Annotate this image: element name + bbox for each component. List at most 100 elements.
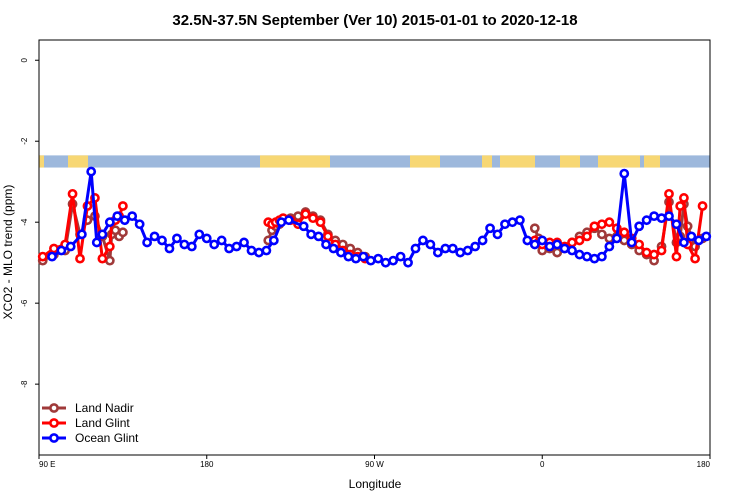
point-land-glint	[641, 247, 652, 258]
legend-label: Land Nadir	[75, 401, 134, 415]
point-land-nadir	[596, 229, 607, 240]
point-ocean-glint	[634, 221, 645, 232]
point-land-nadir	[552, 247, 563, 258]
legend-item-land-glint: Land Glint	[42, 416, 130, 430]
point-ocean-glint	[440, 243, 451, 254]
point-land-nadir	[529, 223, 540, 234]
ocean-strip	[39, 155, 710, 168]
point-ocean-glint	[104, 217, 115, 228]
point-ocean-glint	[701, 231, 712, 242]
land-patch	[39, 155, 44, 168]
point-land-glint	[574, 235, 585, 246]
point-ocean-glint	[373, 253, 384, 264]
point-ocean-glint	[447, 243, 458, 254]
x-tick-label: 90 W	[365, 460, 384, 469]
x-tick-label: 0	[540, 460, 545, 469]
point-ocean-glint	[686, 231, 697, 242]
land-ocean-strip	[39, 155, 710, 168]
legend-marker	[49, 418, 59, 428]
legend-label: Ocean Glint	[75, 431, 139, 445]
point-ocean-glint	[582, 251, 592, 262]
point-ocean-glint	[254, 247, 264, 258]
land-patch	[598, 155, 640, 168]
point-ocean-glint	[224, 243, 235, 254]
point-ocean-glint	[514, 215, 525, 226]
point-land-glint	[49, 243, 59, 254]
point-land-glint	[582, 231, 592, 242]
point-ocean-glint	[522, 235, 533, 246]
land-patch	[500, 155, 535, 168]
land-patch	[644, 155, 660, 168]
point-ocean-glint	[283, 215, 294, 226]
point-ocean-glint	[492, 229, 503, 240]
point-land-glint	[589, 221, 600, 232]
point-ocean-glint	[679, 237, 689, 248]
point-ocean-glint	[186, 241, 197, 252]
point-ocean-glint	[149, 231, 160, 242]
y-tick-label: -8	[20, 380, 29, 388]
point-ocean-glint	[172, 233, 182, 244]
point-ocean-glint	[321, 239, 331, 250]
point-ocean-glint	[306, 229, 317, 240]
point-ocean-glint	[201, 233, 212, 244]
land-patch	[68, 155, 88, 168]
point-ocean-glint	[231, 241, 242, 252]
point-land-glint	[697, 201, 708, 211]
series-layer	[37, 166, 712, 268]
point-land-glint	[671, 251, 682, 262]
point-ocean-glint	[336, 247, 346, 258]
point-land-glint	[675, 201, 686, 211]
point-ocean-glint	[559, 243, 570, 254]
point-land-glint	[649, 249, 659, 260]
point-ocean-glint	[268, 235, 279, 246]
x-axis-label: Longitude	[349, 477, 402, 491]
point-ocean-glint	[216, 235, 227, 246]
point-ocean-glint	[537, 235, 548, 246]
point-ocean-glint	[127, 211, 138, 222]
point-ocean-glint	[134, 219, 145, 230]
point-ocean-glint	[261, 245, 272, 256]
axes: 0 -2 -4 -6 -8 90 E 180 90 W 0 180	[20, 39, 711, 469]
point-ocean-glint	[462, 245, 473, 256]
point-ocean-glint	[157, 235, 167, 246]
point-ocean-glint	[91, 237, 102, 248]
point-ocean-glint	[194, 229, 205, 240]
point-ocean-glint	[470, 241, 481, 252]
point-ocean-glint	[65, 241, 76, 252]
point-ocean-glint	[544, 241, 555, 252]
point-ocean-glint	[47, 251, 57, 262]
x-tick-label: 180	[697, 460, 711, 469]
point-land-nadir	[117, 227, 128, 238]
point-land-nadir	[619, 235, 630, 246]
point-ocean-glint	[626, 237, 637, 248]
point-land-glint	[619, 227, 630, 238]
point-ocean-glint	[112, 211, 123, 222]
x-tick-label: 180	[200, 460, 214, 469]
point-ocean-glint	[365, 255, 376, 266]
point-ocean-glint	[664, 211, 674, 222]
point-ocean-glint	[693, 235, 704, 246]
point-ocean-glint	[611, 233, 622, 244]
point-land-glint	[97, 253, 108, 264]
legend-label: Land Glint	[75, 416, 130, 430]
point-ocean-glint	[656, 213, 667, 224]
point-land-glint	[67, 188, 78, 199]
land-patch	[410, 155, 440, 168]
point-ocean-glint	[455, 247, 466, 258]
point-ocean-glint	[403, 257, 413, 268]
point-land-nadir	[104, 255, 115, 266]
point-ocean-glint	[671, 219, 682, 230]
point-ocean-glint	[179, 239, 190, 250]
point-ocean-glint	[388, 255, 399, 266]
point-ocean-glint	[649, 211, 659, 222]
series-ocean-glint	[47, 166, 712, 268]
point-ocean-glint	[86, 166, 97, 177]
point-ocean-glint	[328, 243, 339, 254]
point-ocean-glint	[425, 239, 436, 250]
point-ocean-glint	[350, 253, 361, 264]
point-ocean-glint	[119, 215, 130, 226]
point-ocean-glint	[298, 221, 309, 232]
point-ocean-glint	[164, 243, 175, 254]
legend-item-land-nadir: Land Nadir	[42, 401, 134, 415]
